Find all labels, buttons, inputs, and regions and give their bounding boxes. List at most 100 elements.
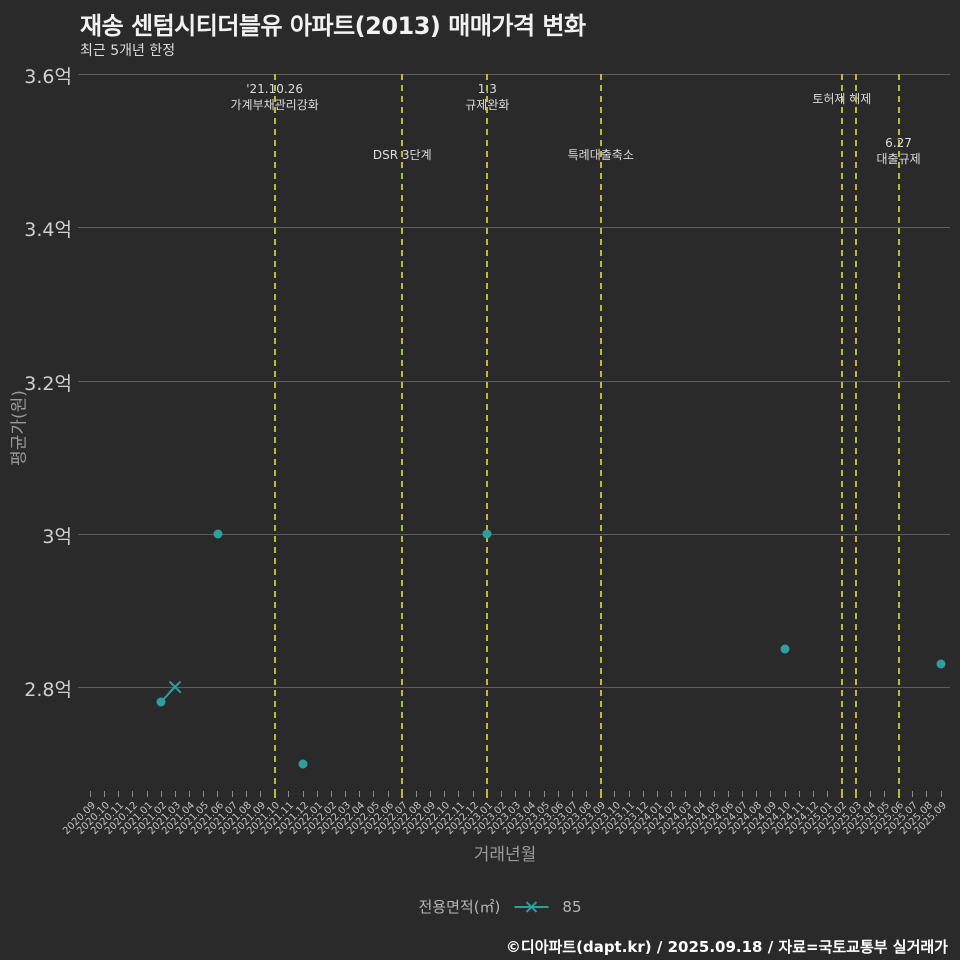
x-tick xyxy=(586,791,588,797)
x-tick xyxy=(671,791,673,797)
x-axis-title: 거래년월 xyxy=(473,845,537,865)
event-annotation: DSR 3단계 xyxy=(372,148,432,162)
x-tick xyxy=(330,791,332,797)
footer-credit: ©디아파트(dapt.kr) / 2025.09.18 / 자료=국토교통부 실… xyxy=(505,938,948,956)
data-point xyxy=(482,529,492,539)
data-point xyxy=(156,697,166,707)
x-tick xyxy=(926,791,928,797)
legend-label: 전용면적(㎡) xyxy=(418,898,501,916)
x-tick xyxy=(245,791,247,797)
data-point-x-marker xyxy=(167,679,183,695)
x-tick xyxy=(189,791,191,797)
x-tick xyxy=(103,791,105,797)
event-line xyxy=(897,74,900,790)
x-tick xyxy=(430,791,432,797)
x-tick xyxy=(132,791,134,797)
x-tick xyxy=(784,791,786,797)
x-tick xyxy=(798,791,800,797)
event-annotation: 특례대출축소 xyxy=(567,148,634,162)
x-tick xyxy=(259,791,261,797)
x-tick xyxy=(912,791,914,797)
x-tick xyxy=(543,791,545,797)
y-axis-title: 평균가(원) xyxy=(9,390,30,466)
x-tick xyxy=(302,791,304,797)
x-tick xyxy=(472,791,474,797)
event-annotation: '21.10.26 가계부채관리강화 xyxy=(230,82,319,112)
event-line xyxy=(486,74,489,790)
y-tick-label: 3.2억 xyxy=(24,372,72,395)
gridline xyxy=(78,687,950,688)
x-tick xyxy=(387,791,389,797)
x-tick xyxy=(756,791,758,797)
page-title: 재송 센텀시티더블유 아파트(2013) 매매가격 변화 xyxy=(80,12,586,40)
legend: 전용면적(㎡) 85 xyxy=(419,896,582,917)
x-tick xyxy=(373,791,375,797)
event-line xyxy=(855,74,858,790)
x-tick xyxy=(118,791,120,797)
x-tick xyxy=(316,791,318,797)
x-tick xyxy=(614,791,616,797)
x-tick xyxy=(231,791,233,797)
gridline xyxy=(78,74,950,75)
x-tick xyxy=(444,791,446,797)
x-tick xyxy=(657,791,658,797)
x-tick xyxy=(345,791,347,797)
x-tick xyxy=(415,791,417,797)
x-tick xyxy=(883,791,885,797)
series-x-marker-icon xyxy=(514,899,549,915)
x-tick xyxy=(827,791,829,797)
x-tick-event xyxy=(486,790,489,798)
x-tick xyxy=(529,791,531,797)
y-tick-label: 3.6억 xyxy=(24,66,72,88)
x-tick xyxy=(713,791,715,797)
data-point xyxy=(936,659,946,669)
page-subtitle: 최근 5개년 한정 xyxy=(80,43,176,59)
x-tick-event xyxy=(599,790,602,798)
x-tick xyxy=(571,791,573,797)
x-tick xyxy=(146,791,148,797)
event-line xyxy=(840,74,843,790)
event-line xyxy=(401,74,404,790)
event-annotation: 1.3 규제완화 xyxy=(465,82,510,112)
y-tick-label: 3.4억 xyxy=(24,219,72,242)
x-tick xyxy=(869,791,871,797)
x-tick-event xyxy=(401,790,404,798)
x-tick-event xyxy=(897,790,900,798)
legend-series-value: 85 xyxy=(562,897,582,916)
y-tick-label: 3억 xyxy=(42,525,72,548)
x-tick xyxy=(515,791,517,797)
event-annotation: 토허제 해제 xyxy=(812,92,872,106)
x-tick xyxy=(940,791,942,797)
x-tick xyxy=(770,791,772,797)
gridline xyxy=(78,533,950,535)
event-annotation: 6.27 대출규제 xyxy=(876,136,921,166)
x-tick xyxy=(699,791,701,797)
x-tick xyxy=(174,791,176,797)
data-point xyxy=(298,759,308,769)
event-line xyxy=(273,74,276,790)
x-tick xyxy=(685,791,687,797)
x-tick xyxy=(203,791,205,797)
x-tick xyxy=(89,791,91,797)
x-tick-event xyxy=(273,790,276,798)
x-tick xyxy=(217,791,219,797)
x-tick xyxy=(642,791,644,797)
x-tick xyxy=(628,791,630,797)
x-tick xyxy=(501,791,503,797)
gridline xyxy=(78,227,950,229)
event-line xyxy=(599,74,602,790)
x-tick xyxy=(288,791,290,797)
x-tick xyxy=(458,791,460,797)
x-tick-event xyxy=(855,790,858,798)
x-tick xyxy=(727,791,729,797)
x-tick xyxy=(557,791,559,797)
y-tick-label: 2.8억 xyxy=(24,679,72,701)
x-tick-event xyxy=(840,790,843,798)
data-point xyxy=(780,644,790,654)
data-point xyxy=(213,529,223,539)
x-tick xyxy=(742,791,744,797)
x-tick xyxy=(812,791,814,797)
gridline xyxy=(78,380,950,382)
x-tick xyxy=(359,791,361,797)
